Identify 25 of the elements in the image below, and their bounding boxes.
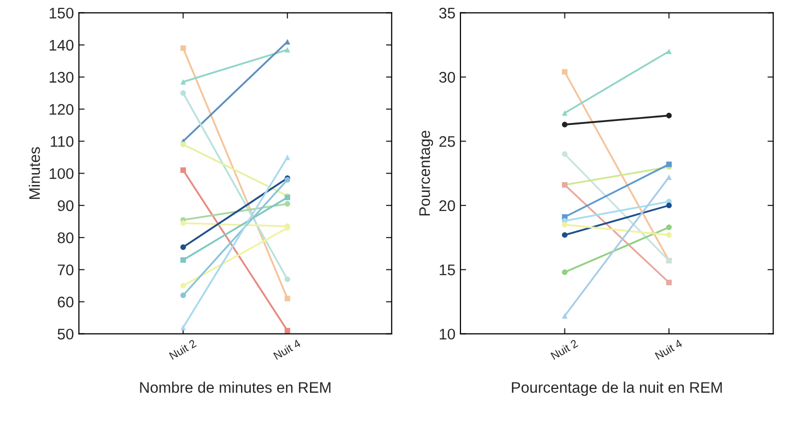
y-tick-label: 15: [440, 264, 455, 276]
y-tick-label: 30: [439, 72, 456, 83]
x-tick-label: Nuit 2: [550, 338, 578, 360]
x-axis-title: Pourcentage de la nuit en REM: [512, 382, 722, 396]
y-tick-label: 150: [50, 8, 74, 19]
y-tick-label: 35: [439, 8, 455, 19]
y-tick-label: 10: [440, 328, 456, 340]
y-tick-label: 120: [50, 104, 74, 115]
x-tick-label: Nuit 4: [273, 338, 302, 360]
y-tick-label: 70: [58, 264, 74, 276]
y-tick-label: 20: [439, 200, 456, 212]
y-tick-label: 140: [50, 40, 74, 51]
x-tick-label: Nuit 4: [654, 338, 683, 360]
y-axis-title: Minutes: [28, 147, 40, 199]
y-tick-label: 80: [58, 232, 74, 244]
y-tick-label: 50: [58, 328, 74, 340]
y-tick-label: 90: [58, 200, 74, 212]
y-tick-label: 25: [439, 136, 455, 147]
x-axis-title: Nombre de minutes en REM: [140, 382, 330, 393]
y-tick-label: 130: [50, 72, 74, 83]
y-tick-label: 60: [58, 296, 74, 308]
x-tick-label: Nuit 2: [168, 338, 197, 360]
y-tick-label: 100: [50, 168, 74, 180]
y-tick-label: 110: [50, 136, 74, 147]
y-axis-title: Pourcentage: [419, 130, 434, 216]
